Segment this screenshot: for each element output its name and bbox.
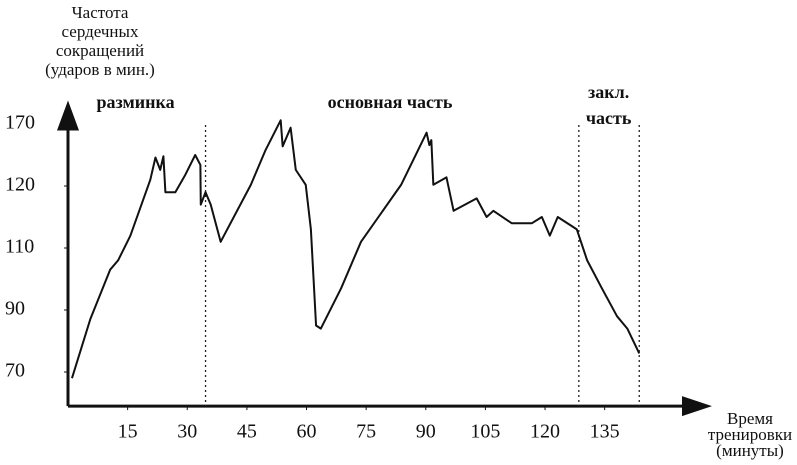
y-axis-label: Частота	[72, 3, 129, 22]
y-tick-label: 70	[5, 360, 25, 382]
phase-label: часть	[586, 108, 632, 128]
x-tick-label: 120	[530, 421, 560, 443]
x-tick-label: 45	[237, 421, 257, 443]
y-axis-arrow	[57, 100, 79, 131]
y-tick-label: 120	[5, 174, 35, 196]
x-tick-label: 60	[297, 421, 317, 443]
phase-label: закл.	[588, 82, 629, 102]
x-axis-label: Время	[727, 409, 773, 428]
x-axis-label: тренировки	[708, 425, 792, 444]
x-tick-label: 75	[356, 421, 376, 443]
y-tick-label: 110	[5, 236, 34, 258]
phase-label: основная часть	[328, 92, 453, 112]
y-axis-label: сокращений	[56, 41, 144, 60]
x-tick-label: 135	[590, 421, 620, 443]
y-axis-label: сердечных	[62, 22, 139, 41]
heart-rate-line	[71, 119, 641, 379]
y-tick-label: 170	[5, 112, 35, 134]
x-tick-label: 30	[177, 421, 197, 443]
x-tick-label: 15	[118, 421, 138, 443]
y-axis-label: (ударов в мин.)	[45, 60, 155, 79]
x-axis-arrow	[682, 396, 712, 417]
x-axis-label: (минуты)	[716, 441, 784, 460]
x-tick-label: 105	[470, 421, 500, 443]
y-tick-label: 90	[5, 298, 25, 320]
x-tick-label: 90	[416, 421, 436, 443]
phase-label: разминка	[97, 92, 175, 112]
